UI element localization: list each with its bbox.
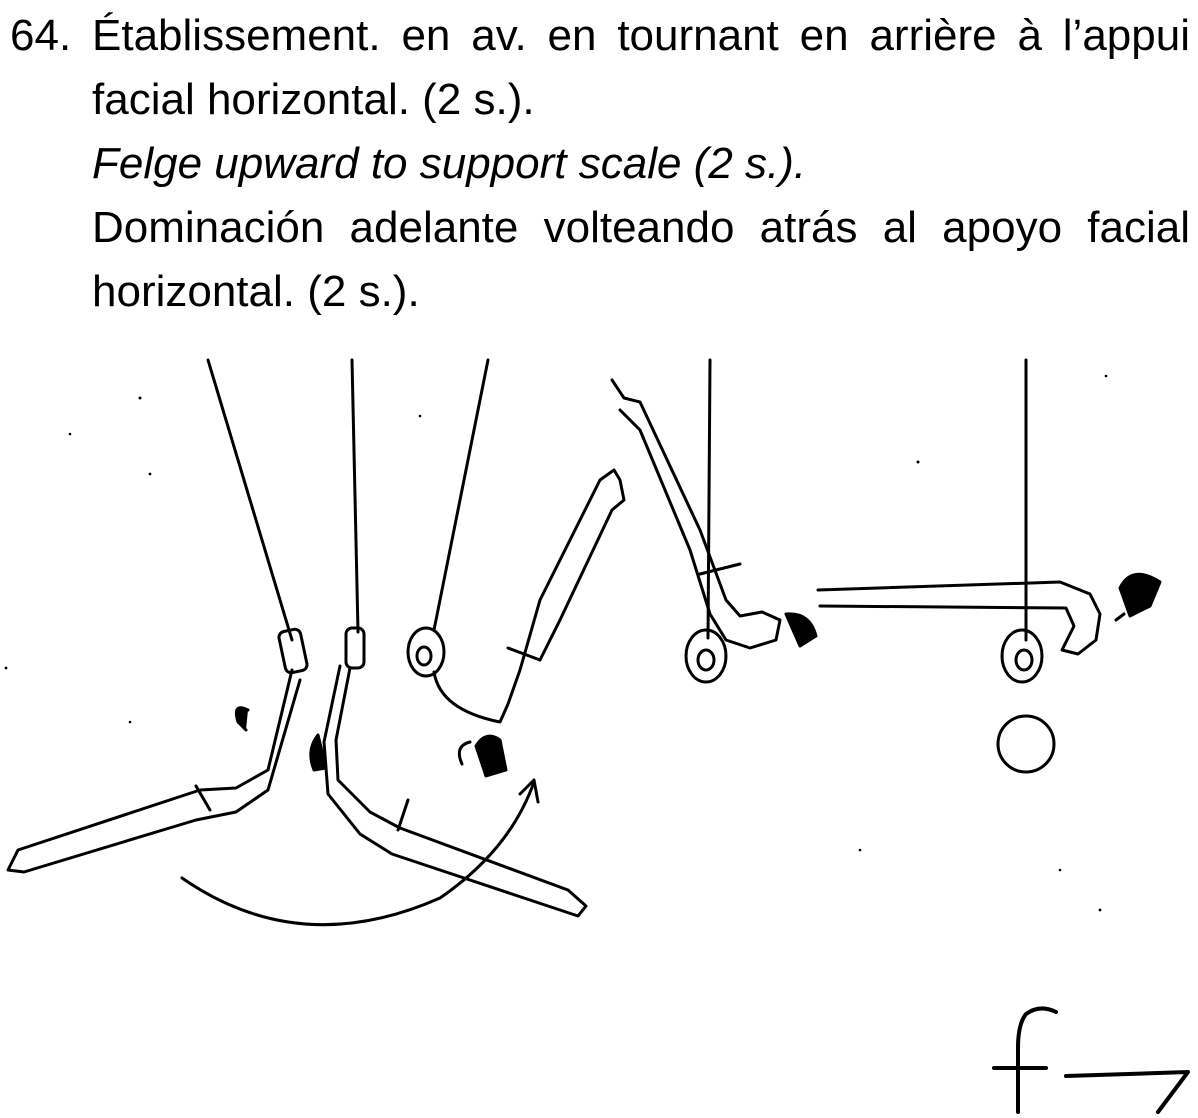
element-descriptions: Établissement. en av. en tournant en arr… xyxy=(92,4,1190,324)
element-number: 64. xyxy=(10,11,72,60)
ring-cables xyxy=(206,358,1028,642)
element-entry: 64. Établissement. en av. en tournant en… xyxy=(0,0,1198,330)
gymnast-figure-turning xyxy=(610,378,818,684)
paper-speckles xyxy=(4,374,1108,912)
swing-arrow-arc xyxy=(180,778,540,927)
element-symbol xyxy=(980,1000,1198,1118)
gymnast-figure-rising xyxy=(406,468,626,778)
description-french: Établissement. en av. en tournant en arr… xyxy=(92,11,1190,124)
gymnast-figure-support-scale xyxy=(816,572,1162,774)
gymnast-figure-hang xyxy=(6,626,588,918)
rings-felge-illustration xyxy=(0,350,1198,970)
description-english: Felge upward to support scale (2 s.). xyxy=(92,139,807,188)
description-spanish: Dominación adelante volteando atrás al a… xyxy=(92,203,1190,316)
